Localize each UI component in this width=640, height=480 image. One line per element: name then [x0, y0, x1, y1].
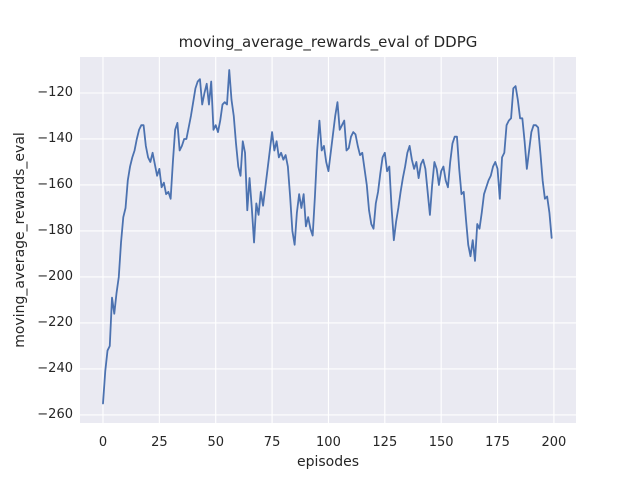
chart-canvas [80, 57, 576, 423]
x-tick-label: 200 [541, 435, 567, 450]
y-tick-label: −240 [37, 360, 73, 376]
y-tick-label: −200 [37, 268, 73, 284]
series-line-moving_average_rewards_eval [102, 69, 553, 405]
x-axis-label: episodes [296, 454, 360, 470]
plot-area [80, 57, 576, 423]
y-tick-label: −180 [37, 222, 73, 238]
y-tick-label: −260 [37, 406, 73, 422]
y-tick-label: −140 [37, 130, 73, 146]
x-tick-label: 125 [372, 435, 398, 450]
x-tick-label: 175 [485, 435, 510, 450]
x-tick-label: 0 [98, 435, 108, 450]
y-tick-label: −120 [37, 84, 73, 100]
x-tick-label: 150 [428, 435, 454, 450]
y-tick-label: −160 [37, 176, 73, 192]
y-tick-label: −220 [37, 314, 73, 330]
x-tick-label: 50 [207, 435, 224, 450]
x-tick-label: 100 [316, 435, 341, 450]
y-axis-label: moving_average_rewards_eval [12, 132, 28, 348]
x-tick-label: 75 [263, 435, 281, 450]
x-tick-label: 25 [151, 435, 168, 450]
chart-title: moving_average_rewards_eval of DDPG [178, 33, 478, 51]
